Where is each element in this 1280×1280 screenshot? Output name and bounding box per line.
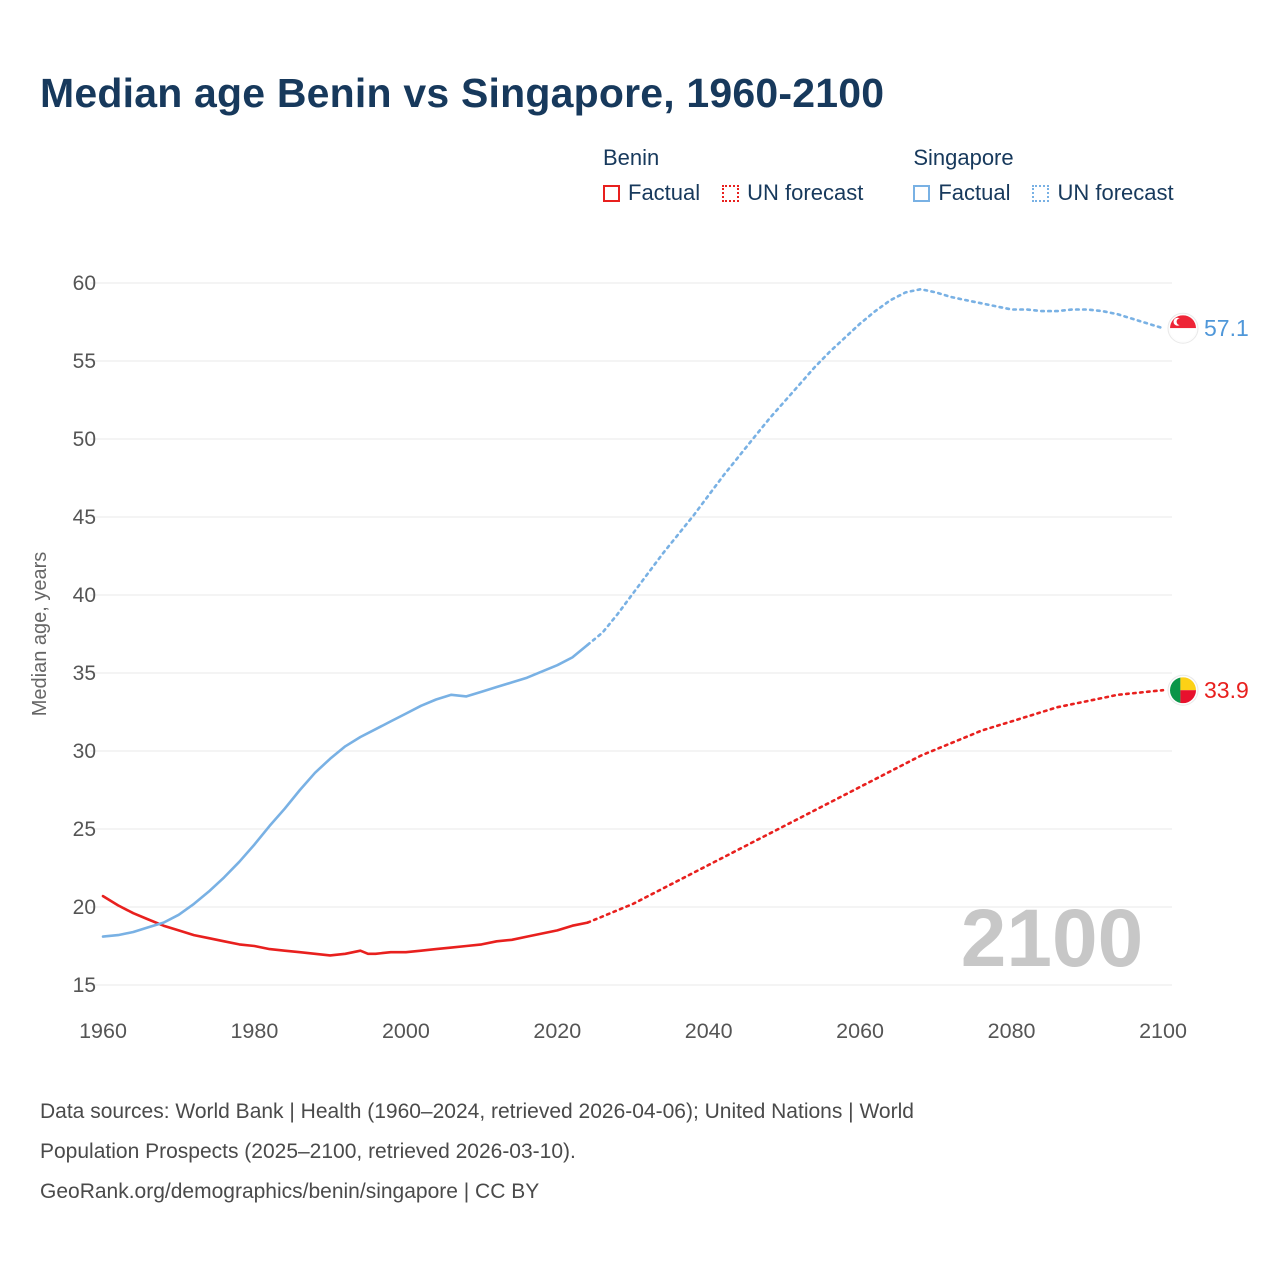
legend-benin-forecast: UN forecast	[722, 180, 863, 206]
x-tick-label: 1980	[230, 1019, 278, 1043]
y-tick-label: 45	[73, 506, 96, 529]
benin-end-value: 33.9	[1204, 677, 1249, 703]
legend-singapore-factual: Factual	[913, 180, 1010, 206]
y-tick-label: 30	[73, 740, 96, 763]
singapore-forecast-swatch-icon	[1032, 184, 1050, 202]
legend-benin-forecast-label: UN forecast	[747, 180, 864, 205]
series-layer	[101, 287, 1165, 957]
x-tick-label: 1960	[79, 1019, 127, 1043]
x-tick-label: 2000	[382, 1019, 430, 1043]
y-tick-label: 55	[73, 350, 96, 373]
y-tick-label: 35	[73, 662, 96, 685]
watermark-year: 2100	[961, 893, 1143, 984]
x-tick-label: 2060	[836, 1019, 884, 1043]
footer: Data sources: World Bank | Health (1960–…	[40, 1092, 914, 1212]
legend-group-benin: Benin Factual UN forecast	[603, 145, 863, 206]
y-tick-label: 40	[73, 584, 96, 607]
legend-singapore-forecast-label: UN forecast	[1057, 180, 1174, 205]
legend-benin-factual: Factual	[603, 180, 700, 206]
benin-flag-icon	[1167, 674, 1199, 706]
chart-title: Median age Benin vs Singapore, 1960-2100	[40, 70, 885, 116]
x-tick-label: 2040	[685, 1019, 733, 1043]
y-tick-label: 20	[73, 896, 96, 919]
legend: Benin Factual UN forecast Singapore Fact…	[603, 145, 1174, 206]
y-tick-label: 15	[73, 974, 96, 997]
y-tick-label: 25	[73, 818, 96, 841]
footer-sources-line1: Data sources: World Bank | Health (1960–…	[40, 1100, 914, 1123]
x-tick-label: 2080	[988, 1019, 1036, 1043]
y-axis-title: Median age, years	[29, 552, 51, 717]
legend-benin-title: Benin	[603, 145, 660, 170]
legend-singapore-row: Factual UN forecast	[913, 180, 1174, 206]
singapore-un-forecast-line	[586, 287, 1165, 647]
y-tick-label: 60	[73, 272, 96, 295]
x-tick-label: 2100	[1139, 1019, 1187, 1043]
benin-un-forecast-line	[586, 688, 1165, 924]
singapore-flag-icon	[1167, 312, 1199, 344]
singapore-end-value: 57.1	[1204, 315, 1249, 341]
legend-benin-factual-label: Factual	[628, 180, 701, 205]
benin-forecast-swatch-icon	[722, 184, 740, 202]
benin-factual-swatch-icon	[603, 184, 620, 202]
legend-singapore-title: Singapore	[913, 145, 1014, 170]
legend-singapore-factual-label: Factual	[938, 180, 1011, 205]
legend-benin-row: Factual UN forecast	[603, 180, 863, 206]
footer-url: GeoRank.org/demographics/benin/singapore…	[40, 1180, 540, 1203]
x-tick-label: 2020	[533, 1019, 581, 1043]
benin-factual-line	[101, 894, 589, 957]
footer-sources-line2: Population Prospects (2025–2100, retriev…	[40, 1140, 576, 1163]
legend-singapore-forecast: UN forecast	[1032, 180, 1174, 206]
marker-layer	[1167, 312, 1199, 706]
singapore-factual-swatch-icon	[913, 184, 931, 202]
singapore-factual-line	[101, 643, 589, 938]
legend-group-singapore: Singapore Factual UN forecast	[913, 145, 1174, 206]
y-tick-label: 50	[73, 428, 96, 451]
